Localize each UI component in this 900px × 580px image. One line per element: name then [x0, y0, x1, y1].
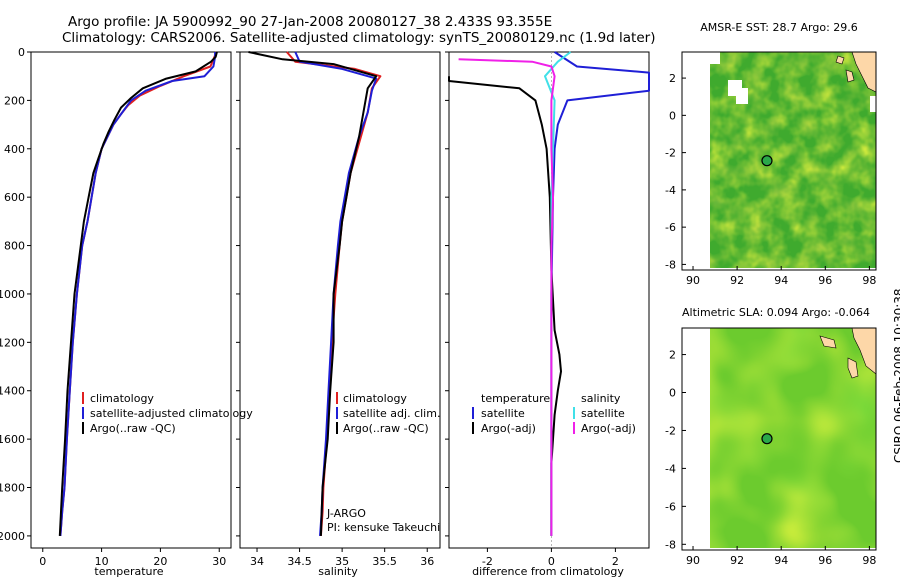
difference-axes	[448, 51, 650, 549]
sst_map-lat-label: -2	[665, 147, 676, 160]
salinity-axes	[239, 51, 441, 549]
legend-temp-satellite: satellite	[481, 407, 525, 420]
sst_map-lon-label: 94	[774, 274, 788, 287]
salinity-xtick-label: 35.5	[372, 555, 397, 568]
pi-label: PI: kensuke Takeuchi	[327, 521, 440, 534]
sla_map-lon-label: 98	[862, 554, 876, 567]
difference-xlabel: difference from climatology	[472, 565, 624, 578]
legend-argo: Argo(..raw -QC)	[90, 422, 176, 435]
difference-series-salinity-argo	[458, 58, 556, 536]
legend-argo: Argo(..raw -QC)	[343, 422, 429, 435]
sst_map-lon-label: 98	[862, 274, 876, 287]
difference-xtick-label: -2	[482, 555, 493, 568]
salinity-xtick-label: 34.5	[287, 555, 312, 568]
difference-legend: temperature satellite Argo(-adj) salinit…	[472, 392, 636, 435]
sst_map-argo-marker	[761, 155, 773, 167]
legend-salinity-title: salinity	[581, 392, 621, 405]
sst_map-lon-label: 90	[686, 274, 700, 287]
title-line-1: Argo profile: JA 5900992_90 27-Jan-2008 …	[68, 14, 553, 30]
sst_map-lon-label: 96	[818, 274, 832, 287]
salinity-legend: climatology satellite adj. clim. Argo(..…	[336, 392, 440, 435]
temperature-series-argo	[58, 51, 218, 536]
legend-climatology: climatology	[343, 392, 407, 405]
pressure-tick-label: 600	[4, 191, 25, 204]
temperature-xtick-label: 30	[212, 555, 226, 568]
sla_map-lat-label: 0	[669, 387, 676, 400]
legend-temp-argo: Argo(-adj)	[481, 422, 536, 435]
temperature-xtick-label: 10	[95, 555, 109, 568]
difference-xtick-label: 0	[548, 555, 555, 568]
sla_map-lon-label: 96	[818, 554, 832, 567]
pressure-tick-label: 1000	[0, 288, 25, 301]
sla_map-lon-label: 90	[686, 554, 700, 567]
sla_map-lat-label: 2	[669, 349, 676, 362]
title-line-2: Climatology: CARS2006. Satellite-adjuste…	[62, 30, 656, 46]
sla_map-argo-marker	[761, 433, 773, 445]
sst_map-lat-label: -4	[665, 184, 676, 197]
sst_map-lat-label: -6	[665, 221, 676, 234]
csiro-timestamp: CSIRO 06-Feb-2008 10:30:38	[892, 288, 900, 463]
sst_map-lon-label: 92	[730, 274, 744, 287]
salinity-xtick-label: 35	[335, 555, 349, 568]
legend-temperature-title: temperature	[481, 392, 550, 405]
temperature-xtick-label: 20	[153, 555, 167, 568]
sst_map-lat-label: 2	[669, 72, 676, 85]
legend-climatology: climatology	[90, 392, 154, 405]
pressure-tick-label: 800	[4, 240, 25, 253]
sla_map-lat-label: -8	[665, 538, 676, 551]
pressure-tick-label: 1400	[0, 385, 25, 398]
pressure-tick-label: 1200	[0, 336, 25, 349]
temperature-xlabel: temperature	[94, 565, 163, 578]
pressure-tick-label: 1800	[0, 482, 25, 495]
pressure-tick-label: 2000	[0, 530, 25, 543]
salinity-xlabel: salinity	[318, 565, 358, 578]
difference-series-temperature-argo	[448, 76, 562, 536]
legend-sal-satellite: satellite	[581, 407, 625, 420]
salinity-xtick-label: 36	[420, 555, 434, 568]
difference-xtick-label: 2	[612, 555, 619, 568]
sla-map-frame	[681, 327, 877, 551]
salinity-series-argo	[248, 51, 378, 536]
sst-map-land	[682, 51, 877, 270]
pressure-tick-label: 0	[18, 46, 25, 59]
sla-map-title: Altimetric SLA: 0.094 Argo: -0.064	[682, 306, 870, 319]
sla_map-lat-label: -6	[665, 500, 676, 513]
project-label: J-ARGO	[326, 507, 366, 520]
temperature-legend: climatology satellite-adjusted climatolo…	[82, 392, 253, 435]
sla_map-lon-label: 94	[774, 554, 788, 567]
salinity-xtick-label: 34	[250, 555, 264, 568]
legend-satellite-adjusted: satellite-adjusted climatology	[90, 407, 253, 420]
sst-map-frame	[681, 51, 877, 271]
pressure-tick-label: 400	[4, 143, 25, 156]
sla_map-lon-label: 92	[730, 554, 744, 567]
legend-sal-argo: Argo(-adj)	[581, 422, 636, 435]
sst_map-lat-label: 0	[669, 109, 676, 122]
sst_map-lat-label: -8	[665, 258, 676, 271]
sla_map-lat-label: -2	[665, 424, 676, 437]
pressure-tick-label: 200	[4, 94, 25, 107]
temperature-axes	[30, 51, 232, 549]
sla-map-land	[682, 327, 877, 550]
legend-satellite-adj: satellite adj. clim.	[343, 407, 440, 420]
temperature-xtick-label: 0	[39, 555, 46, 568]
sla_map-lat-label: -4	[665, 462, 676, 475]
sst-map-title: AMSR-E SST: 28.7 Argo: 29.6	[700, 21, 858, 34]
pressure-tick-label: 1600	[0, 433, 25, 446]
temperature-series-satellite	[59, 52, 217, 536]
